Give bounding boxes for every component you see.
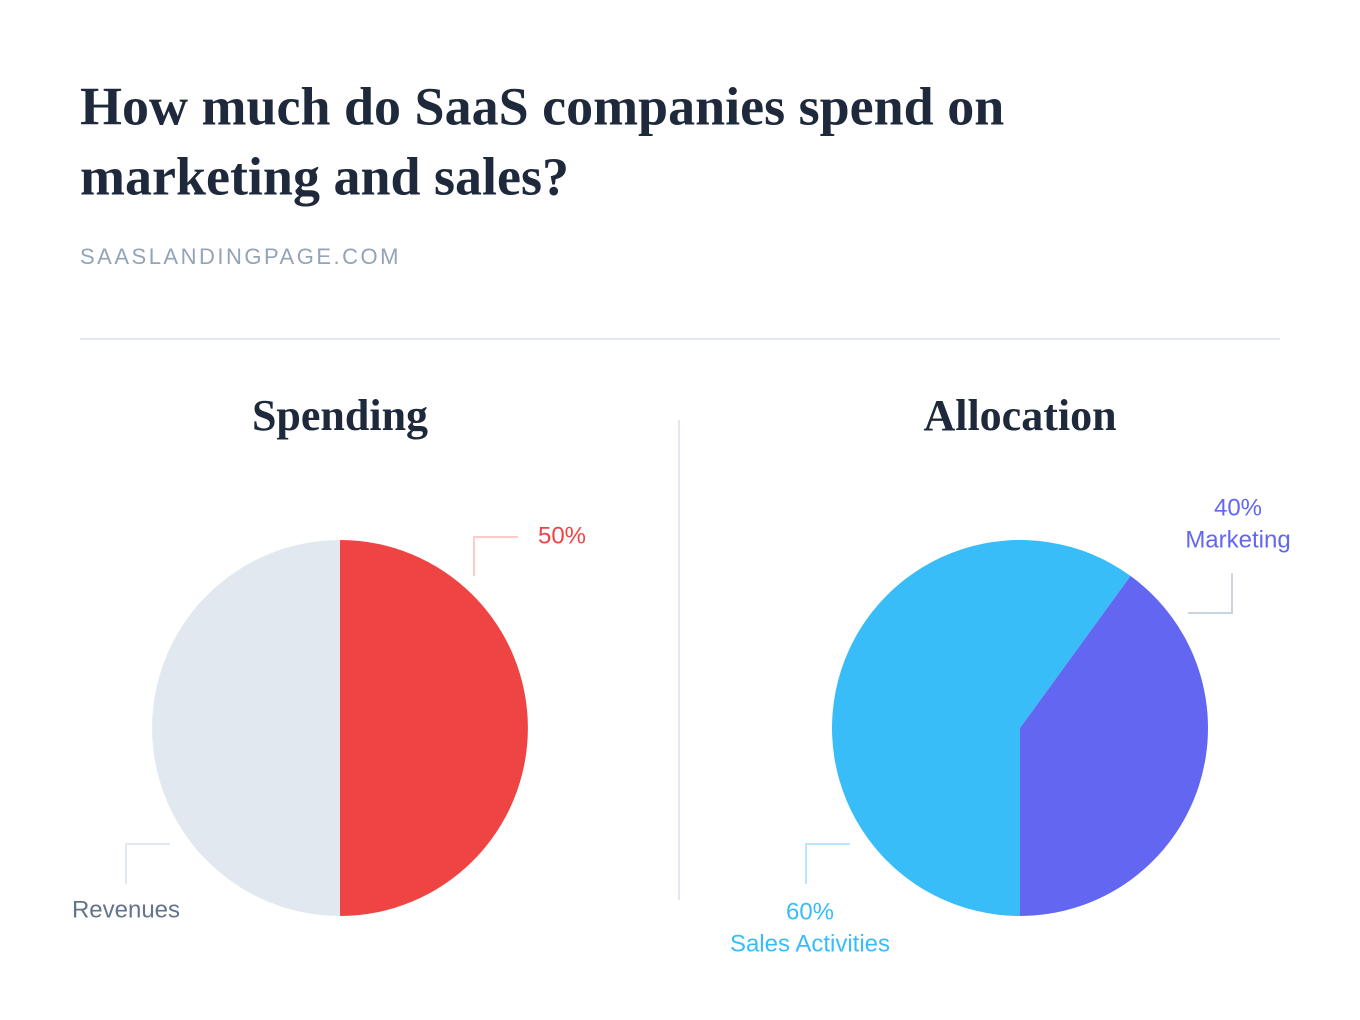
slice-label: Marketing bbox=[1185, 526, 1290, 553]
value-label: 60% bbox=[786, 898, 834, 925]
leader-line bbox=[125, 843, 170, 884]
leader-line bbox=[805, 843, 850, 884]
value-label: 50% bbox=[538, 522, 586, 549]
slice-label: Revenues bbox=[72, 896, 180, 923]
pie-slice bbox=[832, 539, 1131, 916]
value-label: 40% bbox=[1214, 494, 1262, 521]
title-line: marketing and sales? bbox=[80, 146, 569, 206]
pie-slice bbox=[152, 540, 340, 916]
title-line: How much do SaaS companies spend on bbox=[80, 76, 1004, 136]
chart-title: Allocation bbox=[923, 391, 1116, 440]
leader-line bbox=[1188, 573, 1233, 614]
source: SAASLANDINGPAGE.COM bbox=[80, 244, 401, 269]
pie-slice bbox=[340, 540, 528, 916]
pie-slice bbox=[1020, 575, 1208, 916]
slice-label: Sales Activities bbox=[730, 930, 890, 957]
chart-title: Spending bbox=[252, 391, 428, 440]
leader-line bbox=[473, 536, 518, 576]
